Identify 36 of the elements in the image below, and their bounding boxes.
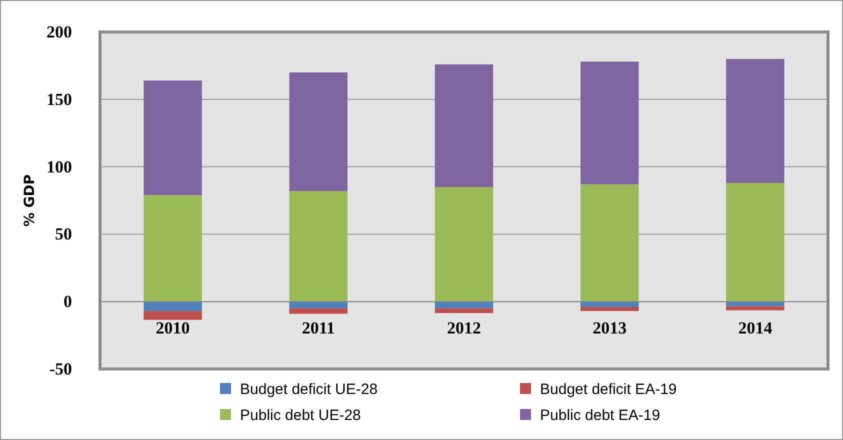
legend-label: Budget deficit EA-19	[540, 381, 677, 398]
x-tick-label: 2010	[156, 318, 190, 338]
bar	[289, 308, 348, 314]
bar	[580, 62, 639, 184]
bar	[289, 191, 348, 302]
y-axis-title: % GDP	[22, 174, 38, 227]
bar	[144, 311, 202, 320]
legend-label: Public debt EA-19	[540, 407, 660, 424]
bar	[144, 80, 202, 196]
bar	[726, 58, 784, 183]
x-tick-label: 2013	[592, 318, 627, 338]
legend-label: Public debt UE-28	[240, 407, 361, 424]
legend-label: Budget deficit UE-28	[240, 381, 378, 398]
y-tick-label: 100	[46, 157, 72, 176]
y-tick-label: -50	[49, 359, 72, 378]
bar	[580, 184, 639, 302]
bar	[434, 308, 494, 314]
bar	[726, 302, 784, 306]
y-tick-label: 200	[46, 22, 72, 42]
bar	[289, 302, 348, 308]
bar	[580, 306, 639, 312]
bar	[434, 64, 494, 188]
bar	[144, 195, 202, 302]
y-tick-label: 150	[46, 90, 72, 109]
bar	[144, 302, 202, 312]
y-tick-label: 50	[55, 224, 72, 244]
bar	[434, 187, 494, 302]
bar	[726, 182, 784, 302]
bar	[580, 302, 639, 307]
bar	[289, 72, 348, 192]
y-tick-label: 0	[64, 292, 72, 312]
x-tick-label: 2011	[302, 318, 335, 338]
bar	[726, 306, 784, 310]
x-tick-label: 2012	[447, 318, 481, 338]
bar	[434, 302, 494, 308]
x-tick-label: 2014	[738, 318, 773, 338]
